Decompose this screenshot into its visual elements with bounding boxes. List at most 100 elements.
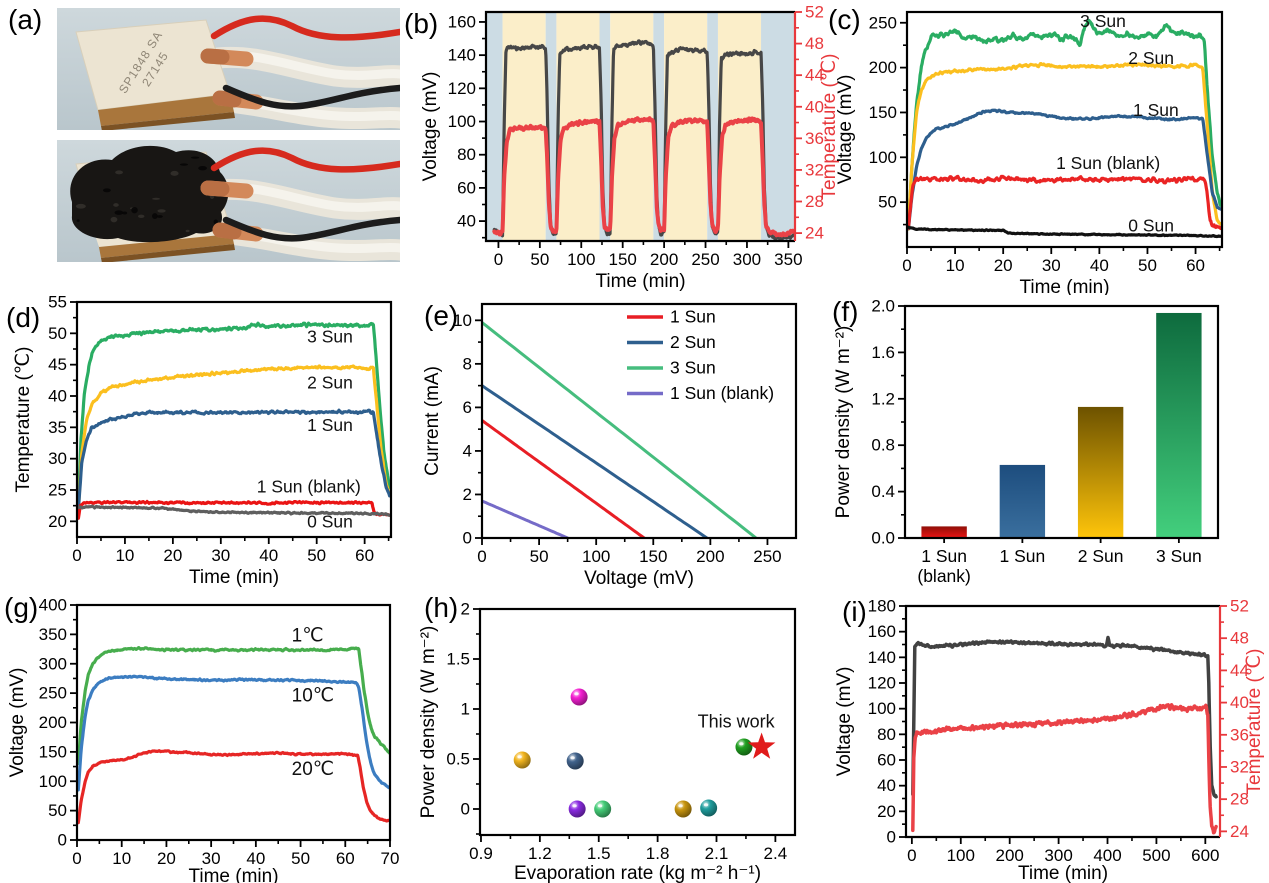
plot-frame — [484, 10, 795, 243]
y-tick-label: 50 — [48, 801, 67, 820]
series-3-sun — [77, 321, 391, 511]
photo-module-with-evaporator — [57, 140, 400, 262]
x-tick-label: 60 — [336, 849, 355, 868]
x-tick-label: 150 — [639, 547, 667, 566]
legend-label-1-sun-blank: 1 Sun (blank) — [670, 383, 774, 403]
x-axis-label: Time (min) — [595, 271, 685, 292]
x-tick-label: 40 — [246, 849, 265, 868]
panel-c-voltage-vs-time-chart: 0 10 20 30 40 50 60 50 100 150 200 250 Time (min) Vol… — [826, 0, 1269, 298]
x-tick-label: 150 — [609, 250, 637, 269]
data-point-7 — [735, 738, 753, 756]
y-tick-label: 160 — [448, 12, 476, 31]
y-tick-label: 0.5 — [446, 750, 470, 769]
series-3-sun — [907, 19, 1222, 231]
x-tick-label: 1.8 — [646, 844, 670, 863]
x-tick-label: 1.2 — [528, 844, 552, 863]
y2-tick-label: 36 — [805, 129, 824, 148]
annotation-2-sun: 2 Sun — [1128, 48, 1174, 68]
y-tick-label: 250 — [869, 13, 897, 32]
chart-b-svg: 0 50 100 150 200 250 300 350 40 60 80 100 120 140 160 2… — [420, 3, 840, 293]
panel-letter-d: (d) — [6, 302, 41, 333]
bar-1-sun — [999, 464, 1046, 538]
series-10 — [77, 674, 390, 792]
panel-h-power-vs-evaporation-scatter-chart: 0.9 1.2 1.5 1.8 2.1 2.4 0 0.5 1 1.5 2 Evaporation r… — [418, 590, 832, 883]
y-tick-label: 60 — [457, 178, 476, 197]
red-wire — [210, 147, 400, 173]
bar-3-sun — [1156, 312, 1202, 538]
light-band-4 — [599, 12, 611, 241]
panel-letter-e: (e) — [424, 300, 459, 331]
y-tick-label: 25 — [48, 481, 67, 500]
y2-tick-label: 52 — [1230, 597, 1249, 616]
foam-speckle — [190, 156, 200, 159]
bar-label-3-sun: 3 Sun — [1156, 546, 1202, 566]
x-tick-label: 100 — [567, 250, 595, 269]
x-tick-label: 0 — [494, 250, 503, 269]
y-tick-label: 140 — [868, 648, 896, 667]
y2-tick-label: 32 — [805, 160, 824, 179]
sphere-highlight — [572, 804, 577, 808]
y-tick-label: 1.6 — [871, 343, 895, 362]
plot-frame — [905, 10, 1224, 249]
foam-speckle — [122, 211, 128, 215]
bar-label-2-sun: 2 Sun — [1078, 546, 1124, 566]
panel-d-temperature-vs-time-chart: 0 10 20 30 40 50 60 20 25 30 35 40 45 50 55 Time (min) T… — [0, 293, 420, 590]
foam-speckle — [157, 209, 166, 213]
black-wire — [222, 216, 400, 242]
y-tick-label: 0 — [58, 831, 67, 850]
y-tick-label: 8 — [463, 354, 472, 373]
x-tick-label: 10 — [946, 256, 965, 275]
legend-label-1-sun: 1 Sun — [670, 307, 716, 327]
x-tick-label: 500 — [1142, 846, 1170, 865]
foam-speckle — [185, 229, 190, 233]
y-tick-label: 0 — [887, 828, 896, 847]
y2-tick-label: 40 — [1230, 693, 1249, 712]
y-tick-label: 120 — [868, 674, 896, 693]
series-voltage — [911, 635, 1218, 799]
y-axis-label: Voltage (mV) — [7, 668, 28, 778]
panel-letter-b: (b) — [404, 8, 439, 39]
y2-tick-label: 40 — [805, 97, 824, 116]
x-tick-label: 200 — [996, 846, 1024, 865]
y2-axis-label: Temperature (℃) — [1244, 649, 1265, 795]
y-tick-label: 80 — [877, 725, 896, 744]
y-axis-label: Voltage (mV) — [835, 75, 856, 185]
x-tick-label: 20 — [994, 256, 1013, 275]
y-tick-label: 0.4 — [871, 482, 895, 501]
black-wire — [222, 84, 400, 110]
foam-speckle — [156, 215, 163, 218]
x-tick-label: 40 — [1090, 256, 1109, 275]
chart-f-svg: 0.0 0.4 0.8 1.2 1.6 2.0 Power density (W m⁻²) 1… — [833, 297, 1220, 586]
foam-speckle — [213, 219, 218, 225]
y2-tick-label: 48 — [1230, 629, 1249, 648]
copper-nozzle-upper-band — [200, 48, 230, 65]
annotation-1-sun-blank: 1 Sun (blank) — [257, 476, 361, 496]
sphere-highlight — [570, 756, 575, 760]
wood-base-shadow — [101, 112, 235, 130]
plot-area-d — [77, 321, 391, 520]
y-tick-label: 10 — [453, 311, 472, 330]
y2-tick-label: 48 — [805, 34, 824, 53]
x-tick-label: 30 — [1042, 256, 1061, 275]
series-1-sun — [482, 419, 646, 538]
x-tick-label: 200 — [696, 547, 724, 566]
y-tick-label: 40 — [457, 212, 476, 231]
light-band-0 — [486, 12, 503, 241]
data-point-0 — [513, 751, 531, 769]
foam-speckle — [75, 203, 86, 209]
x-tick-label: 50 — [291, 849, 310, 868]
y-tick-label: 100 — [448, 112, 476, 131]
y-tick-label: 350 — [39, 625, 67, 644]
panel-g-voltage-vs-time-coolant-chart: 0 10 20 30 40 50 60 70 0 50 100 150 200 250 300 350 400 T… — [0, 590, 420, 883]
y-tick-label: 1.2 — [871, 389, 895, 408]
plot-area-e — [482, 321, 758, 538]
x-tick-label: 30 — [211, 546, 230, 565]
y-tick-label: 150 — [869, 103, 897, 122]
y-tick-label: 200 — [869, 58, 897, 77]
y-tick-label: 160 — [868, 622, 896, 641]
legend-label-3-sun: 3 Sun — [670, 358, 716, 378]
chart-e-svg: 0 50 100 150 200 250 0 2 4 6 8 10 Voltage (mV) Curren… — [422, 302, 798, 589]
x-tick-label: 100 — [947, 846, 975, 865]
x-tick-label: 2.1 — [705, 844, 729, 863]
bar-1-sun-blank — [921, 526, 967, 538]
